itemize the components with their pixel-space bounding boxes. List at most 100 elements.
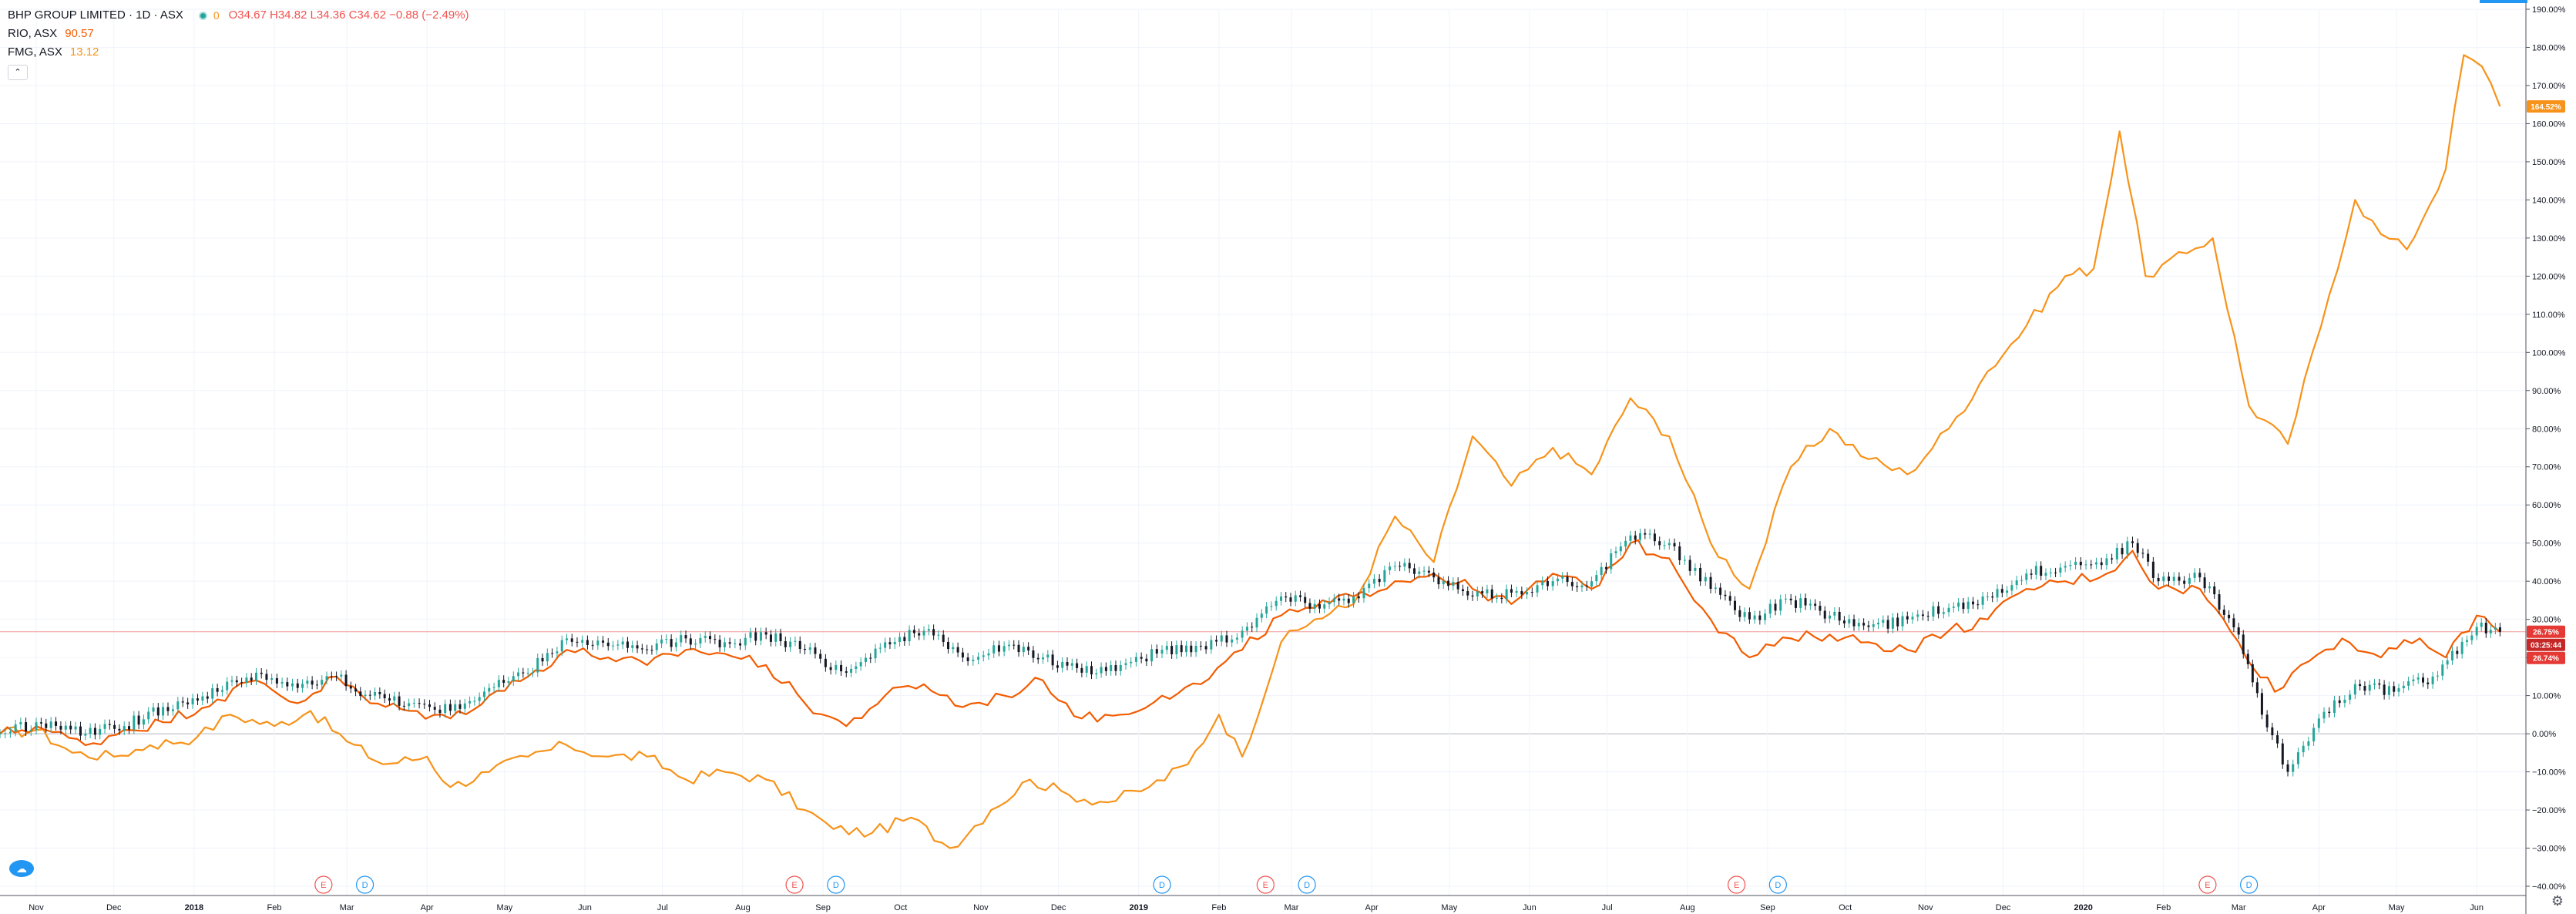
candle-body xyxy=(1215,640,1218,642)
gear-icon[interactable]: ⚙ xyxy=(2551,893,2564,909)
dividend-marker[interactable]: D xyxy=(827,875,845,894)
x-axis[interactable]: Nov Dec 2018 Feb Mar Apr May Jun Jul Aug Sep Oct Nov… xyxy=(0,895,2526,912)
earnings-marker[interactable]: E xyxy=(2198,875,2217,894)
candle-body xyxy=(2034,566,2037,575)
candle-body xyxy=(2393,686,2396,692)
candle-body xyxy=(448,704,452,711)
candle-body xyxy=(2100,562,2103,566)
candle-body xyxy=(1260,613,1263,618)
rio-legend-label: RIO, ASX xyxy=(8,27,58,40)
rio-legend-row[interactable]: RIO, ASX 90.57 xyxy=(8,25,469,43)
candle-body xyxy=(570,638,573,642)
candle-body xyxy=(1017,644,1020,653)
candle-body xyxy=(1580,585,1584,588)
candle-body xyxy=(680,635,683,643)
candle-body xyxy=(507,681,510,683)
candle-body xyxy=(1298,595,1301,597)
earnings-marker[interactable]: E xyxy=(1728,875,1746,894)
event-letter: E xyxy=(791,881,797,890)
candle-body xyxy=(340,674,343,677)
candle-body xyxy=(694,643,697,645)
candle-body xyxy=(982,655,985,657)
candle-body xyxy=(418,703,421,704)
candle-body xyxy=(709,636,712,640)
earnings-marker[interactable]: E xyxy=(1256,875,1275,894)
candle-body xyxy=(947,641,950,650)
candle-body xyxy=(1204,646,1207,650)
candle-body xyxy=(1270,606,1273,607)
y-tick-label: 120.00% xyxy=(2532,272,2566,281)
earnings-marker[interactable]: E xyxy=(314,875,333,894)
y-tick-label: 100.00% xyxy=(2532,348,2566,358)
candle-body xyxy=(997,645,1000,652)
candle-body xyxy=(1318,603,1321,609)
candle-body xyxy=(2427,682,2430,684)
candle-body xyxy=(2498,627,2501,632)
chart-legend: BHP GROUP LIMITED · 1D · ASX 0 O34.67 H3… xyxy=(8,6,469,80)
candle-body xyxy=(1447,580,1450,586)
y-axis[interactable]: −40.00% −30.00% −20.00% −10.00% 0.00% 10.00% 2… xyxy=(2525,0,2566,914)
candle-body xyxy=(2450,650,2453,660)
candle-body xyxy=(2059,567,2062,573)
candle-body xyxy=(1570,582,1573,586)
candle-body xyxy=(142,719,145,725)
candle-body xyxy=(1784,598,1787,600)
candle-body xyxy=(1150,649,1154,662)
dividend-marker[interactable]: D xyxy=(1153,875,1171,894)
candle-body xyxy=(2383,684,2386,695)
tag-text: 26.74% xyxy=(2533,655,2559,664)
candle-body xyxy=(2328,711,2331,714)
dividend-marker[interactable]: D xyxy=(355,875,374,894)
y-tick-label: 140.00% xyxy=(2532,196,2566,205)
candle-body xyxy=(1194,646,1197,653)
candle-body xyxy=(2489,630,2492,633)
candle-body xyxy=(176,701,180,710)
dividend-marker[interactable]: D xyxy=(1768,875,1787,894)
candle-body xyxy=(4,733,7,734)
candle-body xyxy=(1378,579,1381,583)
candle-body xyxy=(1140,657,1143,659)
candle-body xyxy=(1663,545,1666,546)
x-tick-label: Nov xyxy=(973,903,989,912)
event-circle xyxy=(355,875,374,894)
fmg-legend-row[interactable]: FMG, ASX 13.12 xyxy=(8,43,469,62)
x-tick-label: Aug xyxy=(1680,903,1695,912)
candle-body xyxy=(1991,596,1994,598)
candle-body xyxy=(2040,566,2043,576)
candle-body xyxy=(2228,614,2231,619)
candle-body xyxy=(1505,589,1508,600)
candle-body xyxy=(2069,565,2072,566)
candle-body xyxy=(1906,616,1909,620)
candle-body xyxy=(1500,597,1503,600)
x-tick-label: Mar xyxy=(2232,903,2246,912)
candle-body xyxy=(1408,563,1411,569)
x-tick-label: Apr xyxy=(421,903,434,912)
candle-body xyxy=(2349,694,2352,700)
candle-body xyxy=(1996,589,1999,598)
event-circle xyxy=(827,875,845,894)
chevron-up-icon[interactable]: ⌃ xyxy=(8,65,28,80)
candle-body xyxy=(1704,576,1707,582)
candle-body xyxy=(1036,657,1039,660)
candle-body xyxy=(1728,596,1731,601)
event-circle xyxy=(2240,875,2259,894)
candle-body xyxy=(301,684,304,688)
candle-body xyxy=(291,683,294,687)
candle-body xyxy=(551,653,554,654)
earnings-marker[interactable]: E xyxy=(785,875,804,894)
candle-body xyxy=(1838,611,1841,621)
candle-body xyxy=(383,694,386,699)
dividend-marker[interactable]: D xyxy=(2240,875,2259,894)
zero-indicator: 0 xyxy=(213,9,220,22)
y-tick-label: −40.00% xyxy=(2532,882,2566,892)
candle-body xyxy=(1814,603,1817,607)
x-tick-label: Jul xyxy=(1602,903,1613,912)
main-symbol-row[interactable]: BHP GROUP LIMITED · 1D · ASX 0 O34.67 H3… xyxy=(8,6,469,25)
candle-body xyxy=(235,680,238,683)
candle-body xyxy=(1476,591,1479,596)
cloud-icon[interactable]: ☁ xyxy=(9,860,34,877)
tag-box xyxy=(2527,638,2565,651)
dividend-marker[interactable]: D xyxy=(1298,875,1316,894)
